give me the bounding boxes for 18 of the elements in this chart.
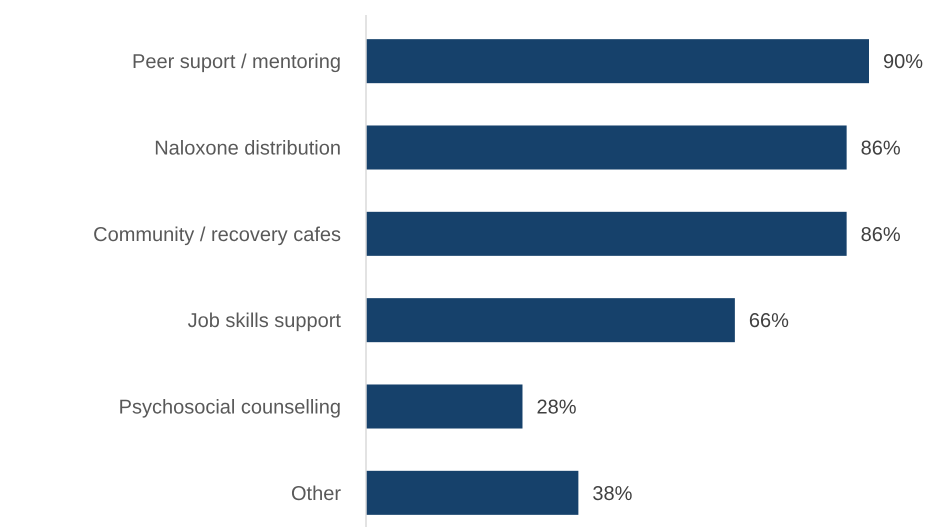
bar (366, 470, 578, 515)
y-tick-label: Naloxone distribution (154, 138, 341, 160)
data-label: 38% (592, 482, 633, 505)
y-tick-label: Psychosocial counselling (118, 396, 341, 418)
y-tick-label: Other (290, 482, 342, 505)
y-tick-label: Job skills support (188, 310, 342, 332)
data-label: 86% (860, 224, 901, 246)
bar (366, 39, 869, 84)
bar (366, 212, 847, 256)
y-tick-label: Community / recovery cafes (93, 224, 341, 246)
bar (366, 125, 847, 170)
bar (366, 298, 735, 342)
data-label: 28% (536, 396, 577, 418)
data-label: 86% (860, 138, 901, 160)
y-tick-label: Peer suport / mentoring (132, 51, 341, 74)
data-label: 90% (883, 51, 924, 74)
data-label: 66% (748, 310, 790, 332)
bar (366, 384, 522, 429)
